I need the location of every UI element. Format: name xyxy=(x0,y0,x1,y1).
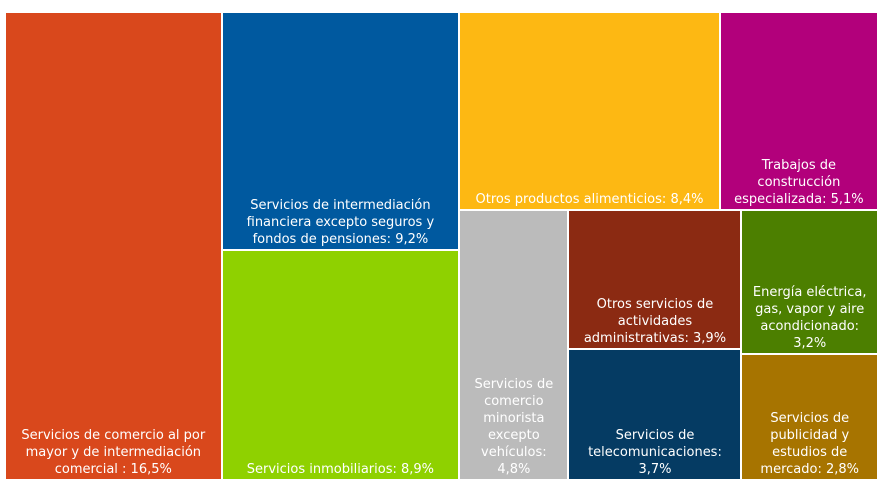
category-label: Servicios de intermediación financiera e… xyxy=(246,197,435,247)
value-label: 2,8% xyxy=(825,461,859,477)
tile: Servicios de comercio minorista excepto … xyxy=(459,210,569,480)
value-label: 8,4% xyxy=(670,192,704,208)
tile-label: Servicios de comercio al por mayor y de … xyxy=(6,427,221,479)
tile-label: Otros productos alimenticios: 8,4% xyxy=(472,191,708,209)
value-label: 3,7% xyxy=(638,461,672,477)
treemap: Servicios de comercio al por mayor y de … xyxy=(5,12,878,480)
tile: Trabajos de construcción especializada: … xyxy=(719,12,878,211)
tile-label: Servicios de comercio minorista excepto … xyxy=(460,376,567,479)
value-label: 9,2% xyxy=(395,231,429,247)
category-label: Servicios de comercio minorista excepto … xyxy=(474,376,554,460)
value-label: 8,9% xyxy=(401,461,435,477)
category-label: Trabajos de construcción especializada: xyxy=(734,158,841,208)
tile: Otros productos alimenticios: 8,4% xyxy=(459,12,720,211)
tile: Otros servicios de actividades administr… xyxy=(568,210,742,349)
tile: Servicios de publicidad y estudios de me… xyxy=(741,354,878,480)
category-label: Servicios de comercio al por mayor y de … xyxy=(21,428,206,477)
tile-label: Servicios de publicidad y estudios de me… xyxy=(742,410,877,479)
tile: Servicios de intermediación financiera e… xyxy=(221,12,460,250)
value-label: 3,9% xyxy=(693,330,727,346)
tile: Energía eléctrica, gas, vapor y aire aco… xyxy=(741,210,878,355)
category-label: Servicios inmobiliarios: xyxy=(246,461,397,477)
tile-label: Servicios inmobiliarios: 8,9% xyxy=(243,461,438,479)
tile-label: Otros servicios de actividades administr… xyxy=(569,296,740,348)
category-label: Servicios de publicidad y estudios de me… xyxy=(760,410,850,477)
category-label: Otros productos alimenticios: xyxy=(475,192,667,208)
tile: Servicios inmobiliarios: 8,9% xyxy=(221,249,460,480)
category-label: Energía eléctrica, gas, vapor y aire aco… xyxy=(752,285,867,335)
tile-label: Servicios de telecomunicaciones: 3,7% xyxy=(569,427,740,479)
category-label: Servicios de telecomunicaciones: xyxy=(588,427,722,460)
value-label: 4,8% xyxy=(497,461,531,477)
category-label: Otros servicios de actividades administr… xyxy=(583,296,714,346)
tile: Servicios de comercio al por mayor y de … xyxy=(5,12,222,480)
tile-label: Servicios de intermediación financiera e… xyxy=(223,197,459,249)
tile: Servicios de telecomunicaciones: 3,7% xyxy=(568,348,742,480)
value-label: 5,1% xyxy=(830,192,864,208)
value-label: 3,2% xyxy=(793,336,827,352)
tile-label: Energía eléctrica, gas, vapor y aire aco… xyxy=(742,284,877,353)
tile-label: Trabajos de construcción especializada: … xyxy=(721,157,877,209)
value-label: 16,5% xyxy=(130,462,172,477)
